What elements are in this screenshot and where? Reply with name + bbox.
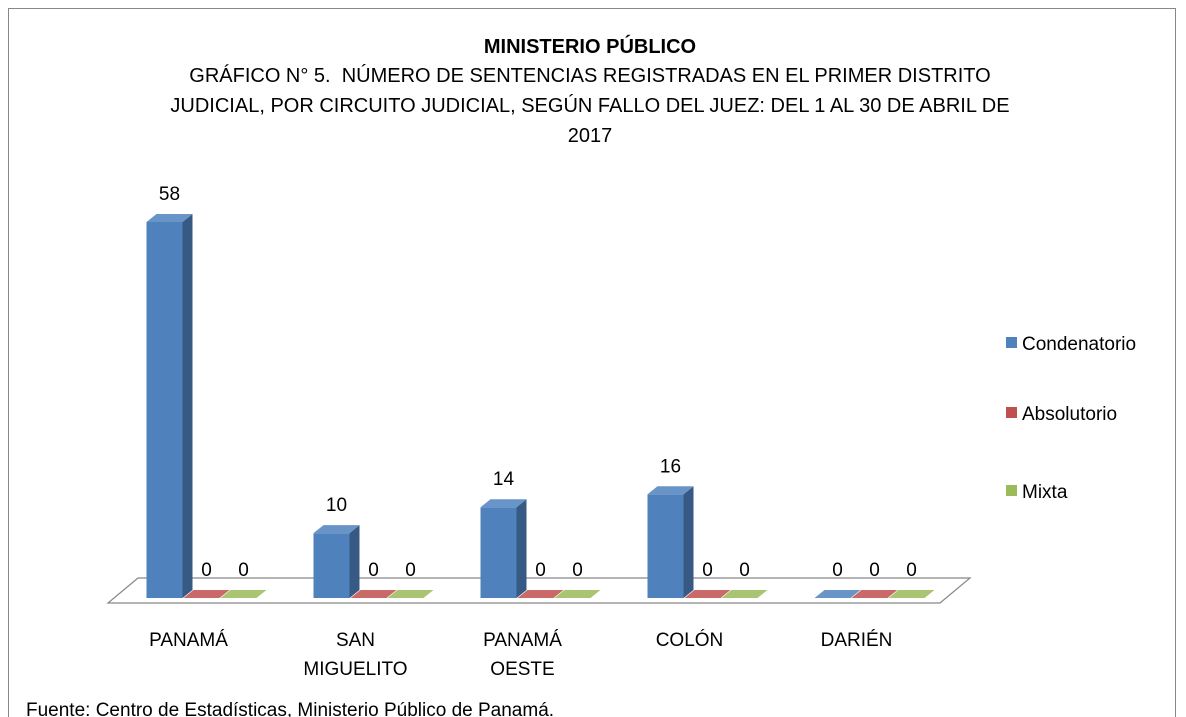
data-label: 0 [702,560,713,581]
legend-label: Absolutorio [1022,404,1117,425]
data-label: 0 [368,560,379,581]
data-label: 0 [869,560,880,581]
data-label: 10 [326,495,347,516]
chart-title: MINISTERIO PÚBLICO [483,36,697,58]
bar [480,507,517,598]
x-tick-label-line: MIGUELITO [303,659,407,680]
data-label: 0 [238,560,249,581]
bar-top [480,499,527,508]
data-label: 0 [535,560,546,581]
legend-swatch [1006,407,1017,418]
bar-top [146,214,193,222]
x-tick-label-line: PANAMÁ [483,630,562,651]
floor [106,577,972,604]
x-tick-label: PANAMÁ [149,630,228,651]
x-tick-label-line: PANAMÁ [149,630,228,651]
data-label: 16 [660,456,681,477]
bar [647,494,684,598]
x-tick-label-line: DARIÉN [821,630,893,651]
bar-top [313,525,360,534]
x-tick-label: COLÓN [656,629,724,651]
x-tick-label-line: SAN [336,630,375,651]
data-label: 0 [906,560,917,581]
legend-label: Mixta [1022,482,1068,503]
data-label: 0 [405,560,416,581]
bar-top [647,486,694,495]
legend-label: Condenatorio [1022,334,1136,355]
bar-side [349,525,360,598]
data-label: 0 [572,560,583,581]
bar-top [721,590,768,598]
bar [146,222,183,598]
x-tick-label: DARIÉN [821,630,893,651]
data-label: 58 [159,184,180,205]
titles: MINISTERIO PÚBLICO GRÁFICO N° 5. NÚMERO … [150,33,1030,151]
bar-side [683,486,694,598]
chart-subtitle: GRÁFICO N° 5. NÚMERO DE SENTENCIAS REGIS… [170,65,1016,147]
bar-side [182,214,193,598]
bar-side [516,499,527,598]
x-tick-label-line: OESTE [490,659,554,680]
bar-top [350,590,397,598]
legend-swatch [1006,337,1017,348]
x-tick-label-line: COLÓN [656,629,724,651]
legend-swatch [1006,485,1017,496]
data-label: 0 [201,560,212,581]
source-note: Fuente: Centro de Estadísticas, Minister… [26,700,555,717]
bar-top [684,590,731,598]
bar-top [183,590,230,598]
bar-top [888,590,935,598]
bar [313,533,350,598]
bar-top [851,590,898,598]
bar-top [814,590,861,598]
data-label: 0 [832,560,843,581]
chart-frame [8,8,1176,717]
bar-top [220,590,267,598]
data-label: 14 [493,469,515,490]
bar-top [554,590,601,598]
x-tick-label: SAN MIGUELITO [303,630,407,680]
bar-top [517,590,564,598]
data-label: 0 [739,560,750,581]
bar-top [387,590,434,598]
x-tick-label: PANAMÁ OESTE [483,630,562,680]
